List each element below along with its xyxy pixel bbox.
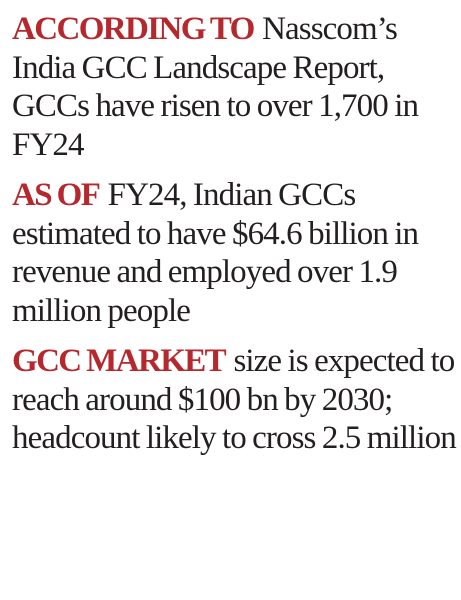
fact-text: size is expected to reach around $100 bn… (12, 343, 457, 456)
fact-paragraph: ACCORDING TO Nasscom’s India GCC Landsca… (12, 10, 457, 164)
fact-item-market-size: GCC MARKET size is expected to reach aro… (12, 342, 457, 458)
fact-item-gcc-count: ACCORDING TO Nasscom’s India GCC Landsca… (12, 10, 457, 164)
fact-paragraph: AS OF FY24, Indian GCCs estimated to hav… (12, 176, 457, 330)
fact-lead: AS OF (12, 177, 101, 213)
fact-paragraph: GCC MARKET size is expected to reach aro… (12, 342, 457, 458)
fact-lead: GCC MARKET (12, 343, 227, 379)
fact-text: Nasscom’s India GCC Landscape Report, GC… (12, 11, 419, 163)
facts-panel: ACCORDING TO Nasscom’s India GCC Landsca… (12, 10, 457, 470)
fact-text: FY24, Indian GCCs estimated to have $64.… (12, 177, 419, 329)
fact-lead: ACCORDING TO (12, 11, 255, 47)
fact-item-revenue: AS OF FY24, Indian GCCs estimated to hav… (12, 176, 457, 330)
